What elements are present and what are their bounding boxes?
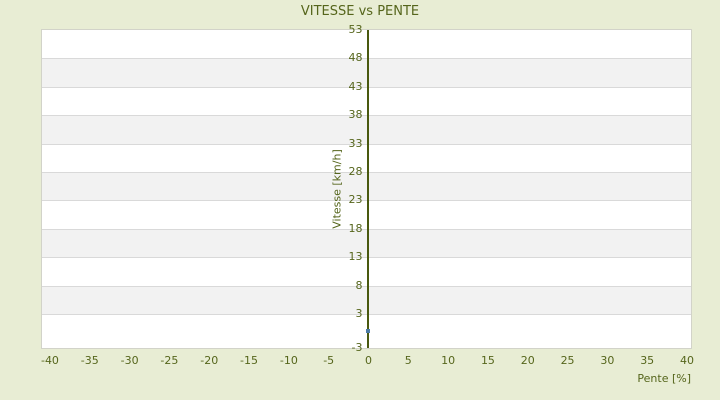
x-tick-label: 30: [600, 354, 615, 367]
plot-band: [42, 30, 691, 59]
gridline: [42, 115, 691, 117]
x-tick-label: -35: [80, 354, 99, 367]
x-tick-label: 0: [364, 354, 372, 367]
gridline: [42, 143, 691, 145]
x-tick-label: 35: [640, 354, 655, 367]
x-tick-label: 10: [441, 354, 456, 367]
y-axis-line: [367, 30, 370, 348]
x-tick-label: 40: [680, 354, 695, 367]
y-tick-label: 43: [348, 79, 363, 93]
x-tick-label: -10: [279, 354, 298, 367]
plot-band: [42, 143, 691, 172]
x-axis-title: Pente [%]: [637, 372, 691, 385]
gridline: [42, 257, 691, 259]
plot-band: [42, 285, 691, 314]
y-axis-title-text: Vitesse [km/h]: [330, 149, 344, 229]
x-tick-label: -20: [200, 354, 219, 367]
x-tick-label: 5: [404, 354, 412, 367]
x-tick-label: -25: [160, 354, 179, 367]
plot-band: [42, 86, 691, 116]
gridline: [42, 228, 691, 230]
x-tick-label: 15: [480, 354, 495, 367]
plot-band: [42, 257, 691, 286]
x-tick-label: -30: [120, 354, 139, 367]
y-tick-label: 23: [348, 193, 363, 207]
gridline: [42, 285, 691, 287]
gridline: [42, 313, 691, 315]
y-tick-label: 33: [348, 136, 363, 150]
y-tick-label: 38: [348, 108, 363, 122]
plot-band: [42, 171, 691, 201]
x-tick-label: 25: [560, 354, 575, 367]
y-tick-label: 53: [348, 23, 363, 36]
plot-band: [42, 58, 691, 87]
y-tick-label: 28: [348, 164, 363, 178]
y-tick-label: 48: [348, 51, 363, 65]
x-tick-label: -40: [40, 354, 59, 367]
gridline: [42, 200, 691, 202]
plot-band: [42, 115, 691, 144]
y-tick-label: -3: [351, 341, 363, 354]
gridline: [42, 58, 691, 60]
x-tick-label: 20: [520, 354, 535, 367]
gridline: [42, 86, 691, 88]
plot-band: [42, 228, 691, 258]
y-tick-label: 18: [348, 221, 363, 235]
y-tick-label: 8: [355, 278, 363, 292]
plot-band: [42, 200, 691, 229]
data-point[interactable]: [366, 328, 371, 333]
y-tick-label: 13: [348, 250, 363, 264]
gridline: [42, 171, 691, 173]
x-tick-label: -15: [240, 354, 259, 367]
x-tick-label: -5: [323, 354, 335, 367]
y-tick-label: 3: [355, 306, 363, 320]
chart-title: VITESSE vs PENTE: [300, 4, 420, 19]
plot-canvas[interactable]: [41, 29, 692, 349]
